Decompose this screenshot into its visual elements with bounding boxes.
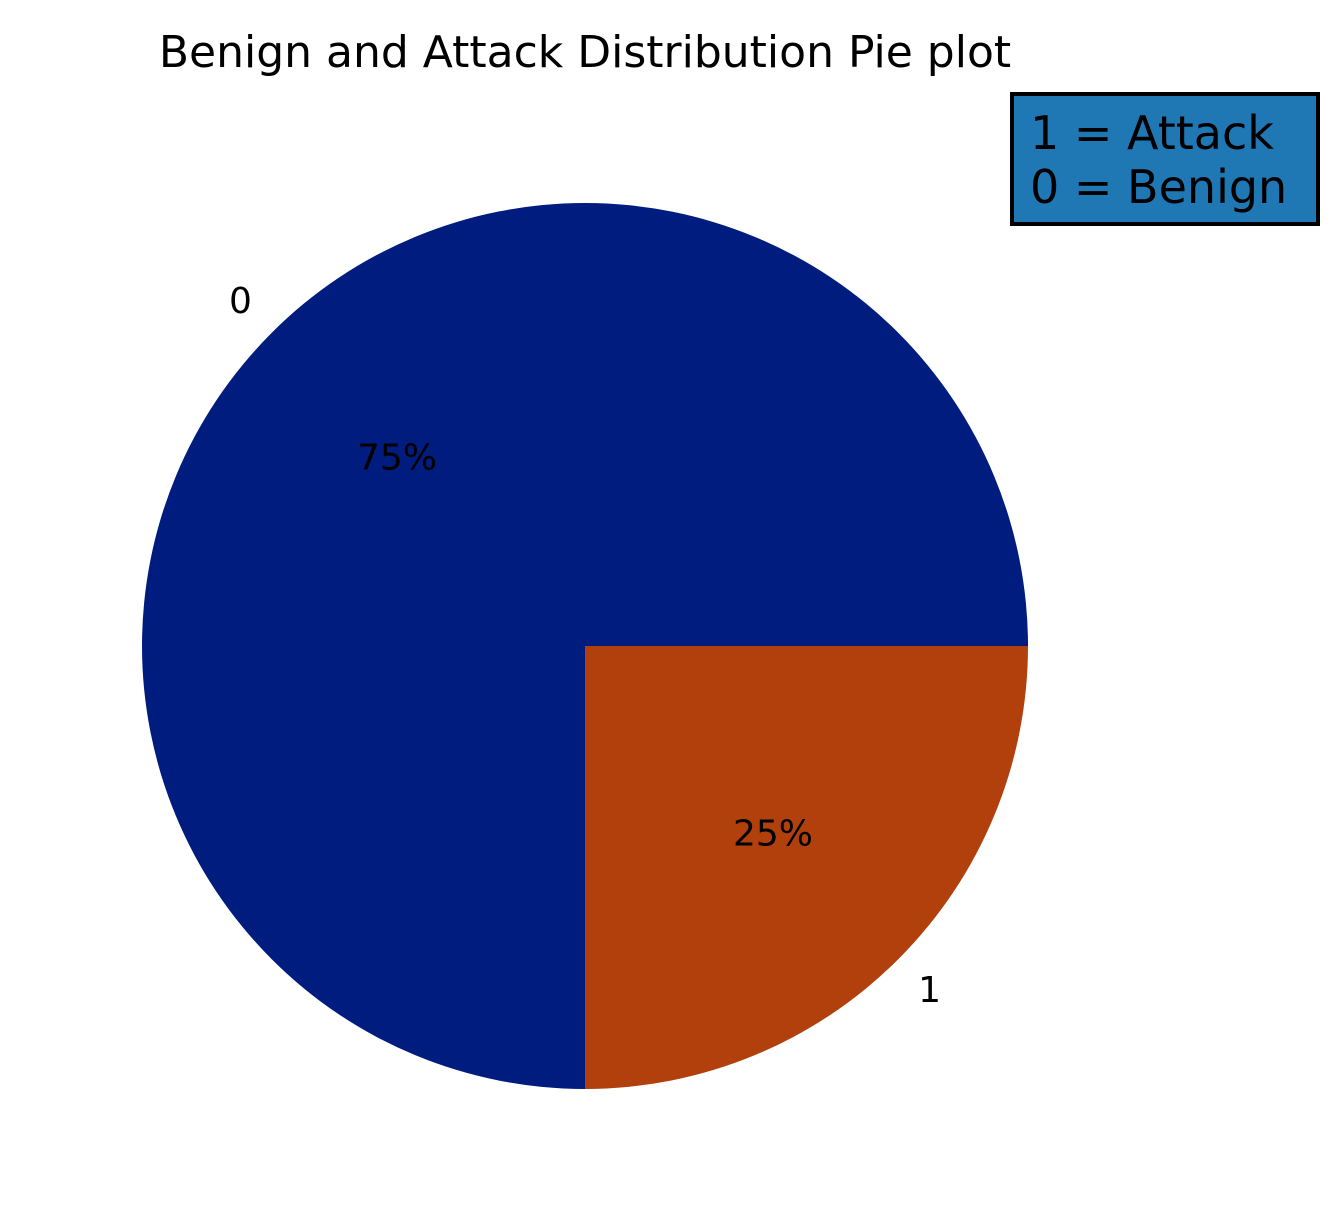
chart-title: Benign and Attack Distribution Pie plot xyxy=(159,27,1011,78)
pct-label-0: 75% xyxy=(357,438,437,479)
legend-line-attack: 1 = Attack xyxy=(1030,106,1274,160)
pie-slice-1 xyxy=(585,646,1028,1089)
slice-label-0: 0 xyxy=(229,281,252,322)
pie-slices xyxy=(142,203,1028,1089)
slice-label-1: 1 xyxy=(918,970,941,1011)
legend-box: 1 = Attack 0 = Benign xyxy=(1010,92,1320,226)
pct-label-1: 25% xyxy=(733,813,813,854)
pie-labels: 0 75% 1 25% xyxy=(229,281,941,1011)
legend-line-benign: 0 = Benign xyxy=(1030,160,1288,214)
